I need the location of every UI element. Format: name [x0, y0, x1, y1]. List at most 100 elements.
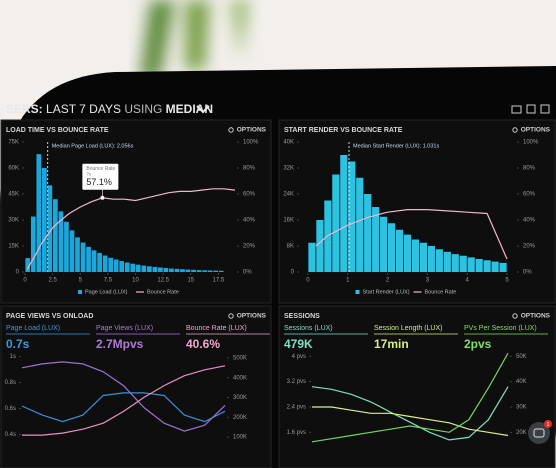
x-tick-label: 5	[505, 278, 509, 284]
y2-tick-label: 20%	[243, 244, 256, 250]
options-icon	[512, 313, 518, 319]
y2-tick-label: 0%	[243, 270, 252, 276]
panels: LOAD TIME VS BOUNCE RATE OPTIONS 0 15K 30K 45…	[0, 119, 556, 468]
histogram-bar	[174, 268, 180, 272]
export-icon[interactable]	[540, 104, 550, 114]
histogram-bar	[169, 268, 174, 272]
series-line	[315, 209, 508, 260]
y2-tick-label: 40%	[243, 218, 256, 224]
legend-label: Start Render (LUX)	[363, 289, 410, 295]
x-tick-label: 10	[132, 278, 139, 284]
y-tick-label: 8K	[287, 244, 294, 250]
panel-title: PAGE VIEWS VS ONLOAD	[6, 313, 93, 320]
series-line	[311, 386, 509, 441]
y2-tick-label: 50K	[516, 354, 527, 360]
histogram-bar	[443, 251, 451, 272]
histogram-bar	[152, 266, 158, 272]
histogram-bar	[141, 265, 147, 272]
histogram-bar	[316, 220, 324, 272]
panel	[0, 305, 272, 468]
y-tick-label: 45K	[8, 192, 19, 198]
histogram-bar	[499, 262, 507, 272]
tooltip-value: 57.1%	[86, 177, 112, 187]
legend-swatch	[78, 290, 82, 294]
histogram-bar	[380, 216, 388, 272]
histogram-bar	[419, 242, 428, 272]
stat-value: 479K	[284, 337, 313, 351]
image-icon[interactable]	[526, 104, 536, 114]
y-tick-label: 0	[16, 270, 20, 276]
histogram-bar	[91, 250, 97, 272]
histogram-bar	[491, 261, 499, 272]
legend-label: Page Load (LUX)	[85, 289, 128, 295]
histogram-bar	[58, 211, 64, 272]
options-button[interactable]: OPTIONS	[521, 313, 551, 320]
options-button[interactable]: OPTIONS	[521, 127, 551, 134]
y-tick-label: 40K	[283, 140, 294, 146]
tooltip-x: 7s	[86, 171, 92, 176]
tooltip-box	[82, 163, 119, 190]
histogram-bar	[340, 155, 348, 272]
y2-tick-label: 80%	[243, 166, 256, 172]
options-button[interactable]: OPTIONS	[237, 313, 267, 320]
stat-label: Page Views (LUX)	[96, 325, 153, 332]
options-button[interactable]: OPTIONS	[237, 127, 267, 134]
histogram-bar	[332, 174, 340, 272]
histogram-bar	[130, 263, 136, 272]
y-tick-label: 2.4 pvs	[287, 405, 306, 411]
stat-label: Session Length (LUX)	[374, 325, 442, 332]
options-icon	[512, 127, 518, 133]
x-tick-label: 2.5	[48, 278, 57, 284]
header-stat: MEDIAN	[166, 102, 213, 116]
histogram-bar	[146, 266, 152, 272]
histogram-bar	[108, 257, 114, 272]
histogram-bar	[69, 230, 75, 272]
dropdown-chevron[interactable]	[196, 105, 210, 114]
y2-tick-label: 500K	[233, 355, 247, 361]
y-tick-label: 60K	[8, 166, 19, 172]
stat-value: 17min	[374, 337, 409, 351]
series-line	[21, 392, 226, 423]
y-tick-label: 1.6 pvs	[287, 430, 306, 436]
y-tick-label: 16K	[283, 218, 294, 224]
y2-tick-label: 20%	[523, 244, 536, 250]
histogram-bar	[64, 221, 69, 272]
options-icon	[228, 127, 234, 133]
histogram-bar	[25, 258, 31, 272]
panel-title: START RENDER VS BOUNCE RATE	[284, 127, 403, 134]
y2-tick-label: 400K	[233, 375, 247, 381]
histogram-bar	[80, 242, 86, 272]
panel-title: LOAD TIME VS BOUNCE RATE	[6, 127, 109, 134]
y-tick-label: 4 pvs	[292, 354, 306, 360]
y-tick-label: 0.8s	[5, 380, 16, 386]
histogram-bar	[435, 249, 443, 272]
y-tick-label: 0	[291, 270, 295, 276]
histogram-bar	[395, 229, 404, 272]
y2-tick-label: 300K	[233, 395, 247, 401]
chat-button[interactable]	[528, 422, 550, 444]
histogram-bar	[135, 264, 141, 272]
header-prefix: SERS:	[6, 102, 43, 116]
y-tick-label: 30K	[8, 218, 19, 224]
y-tick-label: 15K	[8, 244, 19, 250]
histogram-bar	[483, 260, 491, 272]
histogram-bar	[47, 185, 53, 272]
histogram-bar	[124, 262, 130, 272]
stat-label: Bounce Rate (LUX)	[186, 325, 247, 332]
x-tick-label: 0	[306, 278, 310, 284]
histogram-bar	[387, 223, 396, 272]
histogram-bar	[75, 237, 80, 272]
x-tick-label: 12.5	[157, 278, 169, 284]
histogram-bar	[41, 168, 47, 272]
stat-value: 40.6%	[186, 337, 220, 351]
legend-label: Bounce Rate	[147, 289, 179, 295]
header-mid: USING	[124, 102, 162, 116]
y2-tick-label: 200K	[233, 415, 247, 421]
y2-tick-label: 60%	[523, 192, 536, 198]
dashboard-header: SERS: LAST 7 DAYS USING MEDIAN	[6, 102, 213, 116]
monitor-icon[interactable]	[511, 105, 522, 114]
histogram-bar	[475, 259, 483, 272]
histogram-bar	[30, 216, 36, 272]
